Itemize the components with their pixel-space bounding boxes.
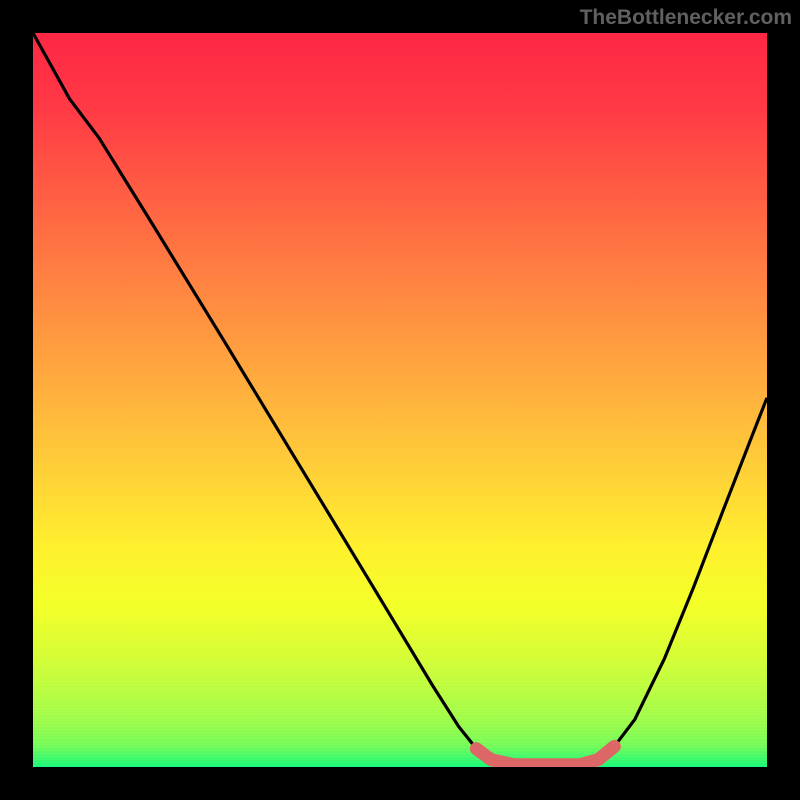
frame-right	[767, 0, 800, 800]
bottleneck-chart	[0, 0, 800, 800]
gradient-background	[33, 33, 767, 767]
frame-left	[0, 0, 33, 800]
frame-bottom	[0, 767, 800, 800]
watermark-text: TheBottlenecker.com	[580, 6, 792, 30]
